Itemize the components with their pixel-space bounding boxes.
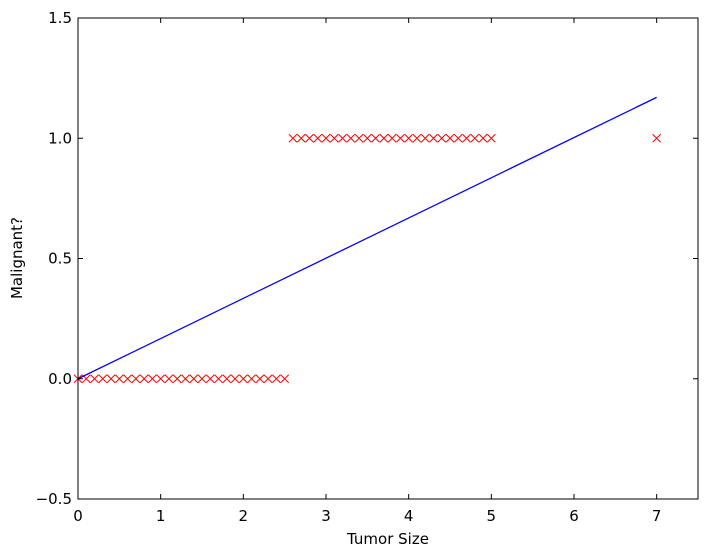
- data-point: [387, 133, 397, 143]
- data-point: [139, 374, 149, 384]
- x-axis: 0 1 2 3 4 5 6 7: [73, 18, 661, 525]
- x-tick-label: 0: [73, 507, 83, 525]
- data-point: [164, 374, 174, 384]
- data-point: [181, 374, 190, 384]
- y-axis-label: Malignant?: [8, 217, 26, 299]
- data-point: [98, 374, 108, 384]
- data-point: [313, 133, 323, 143]
- data-point: [396, 133, 405, 143]
- x-tick-label: 2: [239, 507, 249, 525]
- x-tick-label: 1: [156, 507, 166, 525]
- data-point: [280, 374, 290, 384]
- data-point: [214, 374, 223, 384]
- x-tick-label: 4: [404, 507, 414, 525]
- data-point: [230, 374, 240, 384]
- data-point: [263, 374, 273, 384]
- data-point: [486, 133, 496, 143]
- data-point: [453, 133, 463, 143]
- data-point: [445, 133, 455, 143]
- data-point: [238, 374, 248, 384]
- y-tick-label: 0.0: [48, 370, 72, 388]
- data-point: [404, 133, 414, 143]
- data-point: [172, 374, 182, 384]
- data-point: [305, 133, 314, 143]
- data-point: [123, 374, 132, 384]
- data-point: [478, 133, 488, 143]
- x-axis-label: Tumor Size: [346, 530, 429, 548]
- x-tick-label: 5: [487, 507, 497, 525]
- y-tick-label: −0.5: [36, 490, 72, 508]
- data-point: [462, 133, 471, 143]
- data-point: [429, 133, 438, 143]
- data-point: [420, 133, 430, 143]
- data-point: [247, 374, 256, 384]
- y-tick-label: 1.5: [48, 9, 72, 27]
- data-point: [205, 374, 215, 384]
- x-tick-label: 7: [652, 507, 662, 525]
- data-point: [90, 374, 99, 384]
- y-tick-label: 0.5: [48, 250, 72, 268]
- data-point: [470, 133, 480, 143]
- data-point: [652, 133, 662, 143]
- data-point: [379, 133, 389, 143]
- data-point: [371, 133, 380, 143]
- x-tick-label: 3: [321, 507, 331, 525]
- data-point: [362, 133, 372, 143]
- y-tick-label: 1.0: [48, 129, 72, 147]
- x-tick-label: 6: [569, 507, 579, 525]
- data-point: [114, 374, 124, 384]
- data-point: [106, 374, 116, 384]
- data-point: [329, 133, 339, 143]
- data-point: [197, 374, 207, 384]
- y-axis: −0.5 0.0 0.5 1.0 1.5: [36, 9, 698, 508]
- plot-area: [73, 96, 662, 384]
- fit-line: [77, 96, 657, 380]
- data-point: [148, 374, 157, 384]
- data-point: [296, 133, 306, 143]
- data-point: [354, 133, 364, 143]
- data-point: [321, 133, 331, 143]
- data-point: [156, 374, 166, 384]
- data-point: [437, 133, 447, 143]
- data-point: [255, 374, 265, 384]
- data-point: [131, 374, 141, 384]
- data-point: [222, 374, 232, 384]
- data-point: [338, 133, 347, 143]
- data-point: [189, 374, 199, 384]
- data-point: [288, 133, 298, 143]
- data-point: [272, 374, 281, 384]
- data-point: [346, 133, 356, 143]
- data-point: [412, 133, 422, 143]
